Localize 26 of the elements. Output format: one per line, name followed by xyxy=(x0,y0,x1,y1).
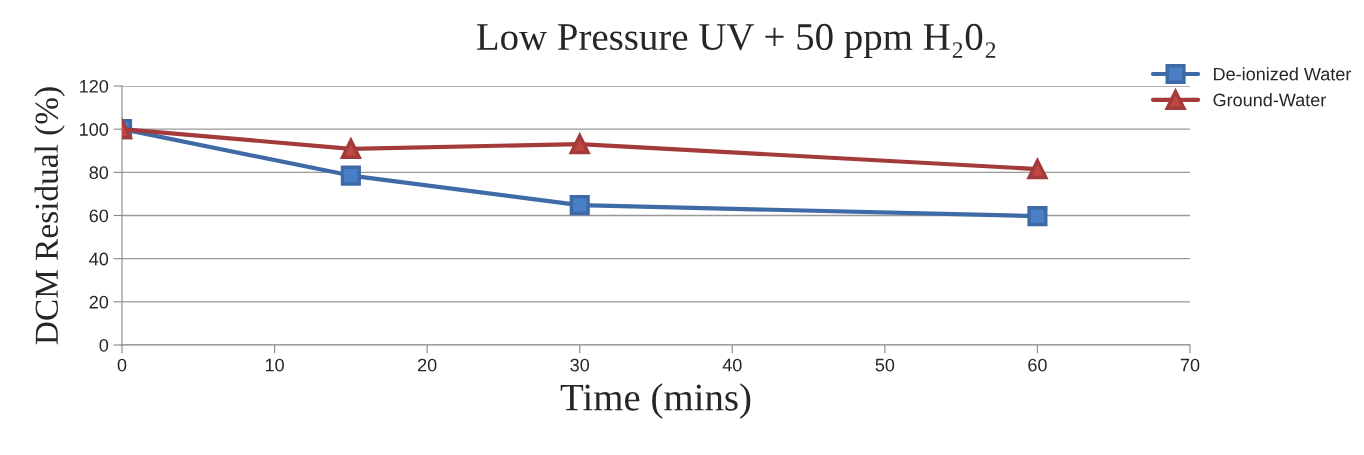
x-tick-label: 10 xyxy=(265,358,284,372)
x-tick-label: 50 xyxy=(875,358,895,372)
x-tick-label: 60 xyxy=(1028,358,1047,372)
y-tick-label: 120 xyxy=(80,79,109,93)
y-tick-label: 0 xyxy=(99,338,109,352)
x-tick-label: 0 xyxy=(117,358,127,372)
y-tick-label: 60 xyxy=(89,209,109,223)
y-tick-label: 20 xyxy=(89,295,109,309)
y-tick-label: 80 xyxy=(89,166,109,180)
y-axis-title: DCM Residual (%) xyxy=(34,87,65,345)
point xyxy=(339,136,362,159)
legend-label: De-ionized Water xyxy=(1214,67,1352,81)
legend-label: Ground-Water xyxy=(1213,93,1326,107)
point xyxy=(1027,159,1048,180)
x-tick-label: 30 xyxy=(570,358,590,372)
y-tick-label: 100 xyxy=(80,123,109,136)
chart-title: Low Pressure UV + 50 ppm H₂0₂ xyxy=(476,23,996,59)
x-axis-title: Time (mins) xyxy=(560,383,751,419)
point xyxy=(569,195,590,216)
point xyxy=(340,165,361,186)
x-tick-label: 70 xyxy=(1180,358,1200,372)
point xyxy=(568,131,591,155)
x-tick-label: 40 xyxy=(722,358,742,372)
point xyxy=(1027,206,1048,227)
y-tick-label: 40 xyxy=(89,252,109,266)
x-tick-label: 20 xyxy=(418,358,437,372)
